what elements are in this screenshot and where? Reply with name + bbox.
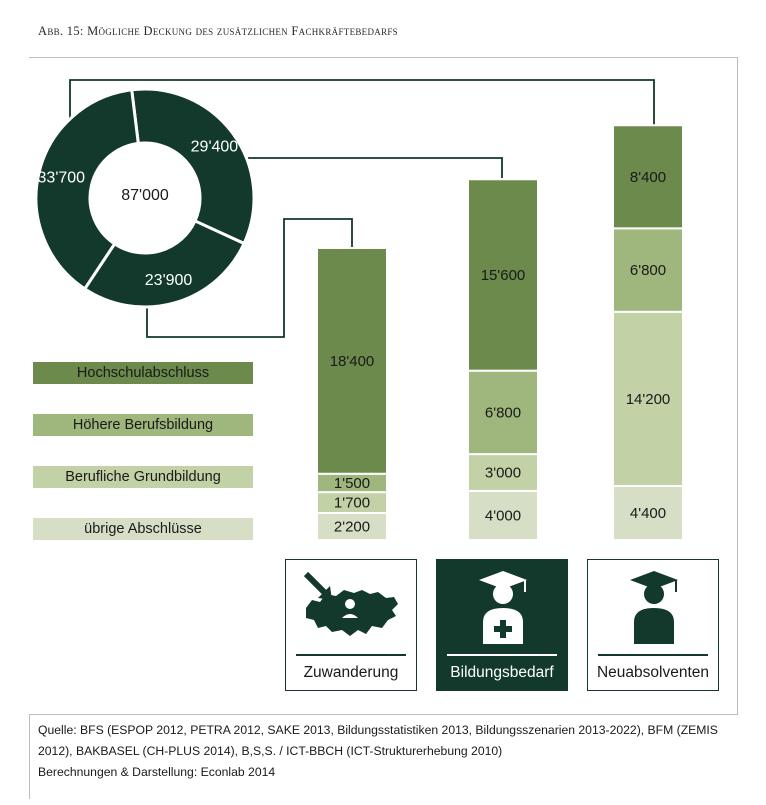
bar-segment <box>316 246 388 475</box>
legend-label: übrige Abschlüsse <box>84 521 202 537</box>
bar-segment-label: 4'400 <box>630 505 666 522</box>
bar-segment-label: 3'000 <box>485 464 521 481</box>
tile-label: Neuabsolventen <box>596 664 710 681</box>
legend-label: Hochschulabschluss <box>76 365 210 381</box>
connector-lines <box>69 79 655 338</box>
figure-title: Abb. 15: Mögliche Deckung des zusätzlich… <box>38 24 398 38</box>
legend-item-hochschulabschluss: Hochschulabschluss <box>33 362 253 384</box>
bar-segment-label: 18'400 <box>330 353 375 370</box>
tile-label: Zuwanderung <box>303 664 399 681</box>
bar-segment-label: 6'800 <box>630 262 666 279</box>
frame-top-border <box>29 57 738 58</box>
donut-slice-label: 23'900 <box>145 272 193 289</box>
tile-label: Bildungsbedarf <box>450 664 554 681</box>
bar-segment <box>612 227 684 313</box>
legend-label: Höhere Berufsbildung <box>72 417 214 433</box>
credits-label: Berechnungen & Darstellung <box>38 765 194 779</box>
donut-slice <box>34 88 140 291</box>
donut-slice-label: 33'700 <box>38 169 86 186</box>
bar-segment <box>612 124 684 230</box>
source-note: Quelle: BFS (ESPOP 2012, PETRA 2012, SAK… <box>38 720 743 783</box>
bar-segment-label: 8'400 <box>630 169 666 186</box>
bar-segment-label: 2'200 <box>334 518 370 535</box>
switzerland-immigration-icon <box>303 571 398 636</box>
bar-segment <box>612 310 684 488</box>
bar-segment <box>467 369 539 456</box>
stacked-bar-chart: 2'200 1'700 1'500 18'400 4'000 3'000 6'800 15'6… <box>316 124 684 542</box>
credits-text: : Econlab 2014 <box>193 765 276 779</box>
source-text: : BFS (ESPOP 2012, PETRA 2012, SAKE 2013… <box>38 723 718 758</box>
tile-rule <box>598 654 708 656</box>
bar-segment-label: 1'500 <box>334 475 370 492</box>
connector-line-bildungsbedarf <box>248 157 503 178</box>
connector-line-zuwanderung <box>146 218 353 338</box>
bar-segment <box>612 485 684 541</box>
legend-item-uebrige-abschluesse: übrige Abschlüsse <box>33 518 253 540</box>
tile-rule <box>447 654 557 656</box>
tile-bildungsbedarf: Bildungsbedarf <box>436 559 568 691</box>
tile-rule <box>296 654 406 656</box>
frame-left-border <box>29 714 30 799</box>
bar-segment-label: 4'000 <box>485 507 521 524</box>
bar-segment-label: 1'700 <box>334 495 370 512</box>
tile-zuwanderung: Zuwanderung <box>285 559 417 691</box>
source-label: Quelle <box>38 723 74 737</box>
bar-segment <box>467 178 539 372</box>
donut-slice <box>130 87 256 246</box>
legend-label: Berufliche Grundbildung <box>65 469 221 485</box>
donut-slice <box>82 218 247 309</box>
bar-segment-label: 6'800 <box>485 404 521 421</box>
donut-slice-label: 29'400 <box>191 138 239 155</box>
bar-segment <box>467 453 539 492</box>
graduate-icon <box>630 571 678 644</box>
frame-bottom-border <box>29 714 738 715</box>
frame-right-border <box>737 57 738 714</box>
bar-segment <box>316 512 388 541</box>
legend-item-berufliche-grundbildung: Berufliche Grundbildung <box>33 466 253 488</box>
graduate-plus-icon <box>479 571 527 644</box>
connector-line-neuabsolventen <box>69 79 655 126</box>
legend-item-hoehere-berufsbildung: Höhere Berufsbildung <box>33 414 253 436</box>
donut-chart: 29'400 23'900 33'700 87'000 <box>34 87 256 309</box>
tile-neuabsolventen: Neuabsolventen <box>587 559 719 691</box>
bar-segment-label: 14'200 <box>626 391 671 408</box>
donut-total-label: 87'000 <box>121 187 169 204</box>
bar-segment-label: 15'600 <box>481 267 526 284</box>
